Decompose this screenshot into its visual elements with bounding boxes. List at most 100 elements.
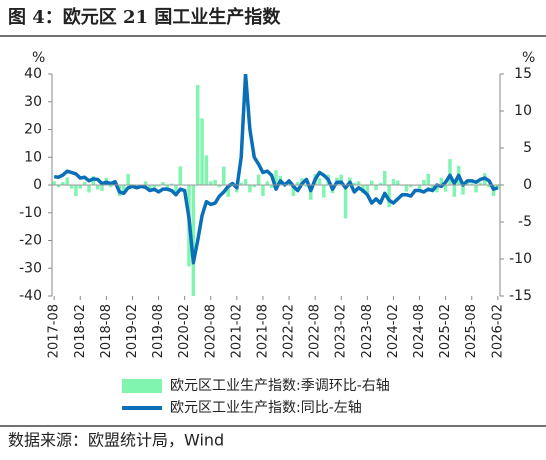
bar [396,180,400,185]
bar [74,185,78,197]
bar [148,185,152,190]
bar [448,159,452,185]
bar [339,174,343,185]
y-tick-label: -10 [19,205,42,221]
bar [391,179,396,185]
bar [100,185,104,191]
x-tick-label: 2023-08 [360,304,375,358]
bar [356,181,361,185]
bar [343,185,348,219]
bar [222,166,226,185]
y2-tick-label: -15 [509,288,532,304]
bar [274,170,278,185]
x-tick-label: 2022-02 [282,304,297,358]
bar [304,185,309,187]
y-tick-label: 10 [24,149,42,165]
bar [95,185,100,190]
bar [474,185,478,193]
x-tick-label: 2017-08 [47,304,62,358]
bar [161,182,165,185]
bar [87,185,91,193]
x-tick-label: 2020-02 [177,304,192,358]
bar [317,178,322,185]
x-tick-label: 2020-08 [203,304,218,358]
bar [248,185,252,193]
bar [382,170,387,185]
bar [195,85,200,185]
line [53,74,499,265]
source: 数据来源：欧盟统计局，Wind [8,431,224,450]
bar [122,185,126,191]
x-tick-label: 2024-08 [412,304,427,358]
bar [369,180,374,185]
bar [478,182,483,185]
chart-title: 图 4：欧元区 21 国工业生产指数 [8,6,281,28]
bar [178,166,183,185]
bar [52,181,56,185]
bar [69,185,74,189]
bar [209,181,213,185]
bar [126,173,130,185]
legend-label: 欧元区工业生产指数:同比-左轴 [170,400,362,416]
bar [296,182,300,185]
bar [435,185,439,193]
bar [156,185,161,187]
bar [191,185,196,296]
bar [152,185,156,188]
bar [422,179,426,185]
y-tick-label: 40 [24,66,42,82]
bar [417,185,422,189]
bar [217,185,222,188]
bar [256,174,261,185]
bar [430,185,435,189]
bar [169,183,174,185]
bar [452,185,457,197]
bar [496,185,500,189]
bar [409,185,413,188]
y-tick-label: 20 [24,122,42,138]
legend-swatch [122,379,162,393]
bar [426,173,430,185]
bar [56,185,61,188]
bar [213,179,217,185]
bar [365,185,370,195]
bar [291,185,296,197]
bar [322,185,326,198]
x-tick-label: 2018-08 [99,304,114,358]
bar [108,185,113,188]
x-tick-label: 2019-02 [125,304,140,358]
x-tick-label: 2026-02 [490,304,505,358]
bar [82,182,87,185]
bar [387,185,391,208]
bar [243,179,248,185]
x-tick-label: 2019-08 [151,304,166,358]
bar [200,118,204,185]
y-tick-label: -30 [19,260,42,276]
bar [65,177,69,185]
x-tick-label: 2018-02 [73,304,88,358]
bar [239,182,243,185]
bar [439,177,444,185]
bar [374,185,378,191]
bar [378,182,383,185]
y2-tick-label: 5 [523,140,532,156]
bar [487,185,491,188]
bar [269,185,274,188]
bar [352,182,357,185]
bar [252,185,256,188]
y2-tick-label: 15 [514,66,532,82]
x-tick-label: 2025-02 [438,304,453,358]
y-tick-label: 30 [24,94,42,110]
bar [143,181,148,185]
bar [469,183,474,185]
y-axis-unit: % [32,50,45,66]
bar [204,155,209,185]
bar [165,185,170,188]
y2-tick-label: -10 [509,251,532,267]
y-tick-label: -20 [19,233,42,249]
x-tick-label: 2023-02 [334,304,349,358]
bar [309,185,313,200]
x-tick-label: 2021-02 [229,304,244,358]
bar [226,185,230,197]
